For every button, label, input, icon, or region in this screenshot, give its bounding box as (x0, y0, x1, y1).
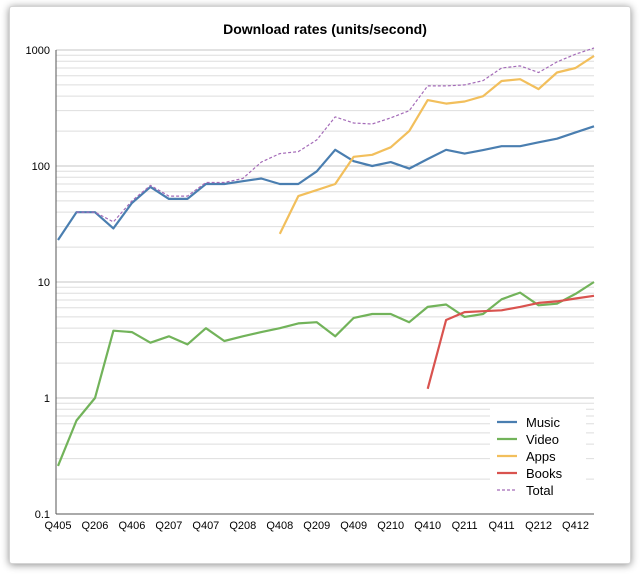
x-tick-label: Q405 (45, 520, 72, 532)
x-tick-label: Q207 (155, 520, 182, 532)
x-tick-label: Q212 (525, 520, 552, 532)
y-tick-label: 1000 (26, 45, 50, 57)
legend-label-music: Music (526, 415, 560, 430)
y-tick-label: 10 (38, 277, 50, 289)
x-tick-label: Q409 (340, 520, 367, 532)
axes (55, 50, 594, 515)
y-tick-label: 100 (32, 161, 50, 173)
chart-title: Download rates (units/second) (223, 21, 427, 37)
y-tick-label: 1 (44, 393, 50, 405)
x-tick-label: Q412 (562, 520, 589, 532)
y-tick-labels: 1000 100 10 1 0.1 (26, 45, 50, 521)
series-line-music (57, 125, 595, 241)
x-tick-label: Q211 (452, 520, 478, 532)
legend: Music Video Apps Books Total (490, 408, 586, 500)
x-tick-label: Q407 (192, 520, 219, 532)
x-tick-label: Q406 (118, 520, 145, 532)
x-tick-label: Q208 (229, 520, 256, 532)
series-lines (56, 47, 595, 467)
x-tick-label: Q411 (489, 520, 515, 532)
x-tick-label: Q410 (414, 520, 441, 532)
series-line-books (426, 294, 595, 390)
series-line-total (76, 47, 595, 223)
legend-label-books: Books (526, 466, 563, 481)
x-tick-label: Q408 (266, 520, 293, 532)
series-line-video (56, 281, 595, 467)
x-tick-label: Q206 (82, 520, 109, 532)
legend-label-apps: Apps (526, 449, 556, 464)
x-tick-label: Q210 (377, 520, 404, 532)
legend-box (490, 408, 586, 500)
legend-label-total: Total (526, 483, 554, 498)
x-tick-labels: Q405 Q206 Q406 Q207 Q407 Q208 Q408 Q209 Q409 Q210… (45, 520, 589, 532)
y-tick-label: 0.1 (35, 509, 50, 521)
x-tick-label: Q209 (303, 520, 330, 532)
series-line-apps (278, 54, 595, 235)
legend-label-video: Video (526, 432, 559, 447)
